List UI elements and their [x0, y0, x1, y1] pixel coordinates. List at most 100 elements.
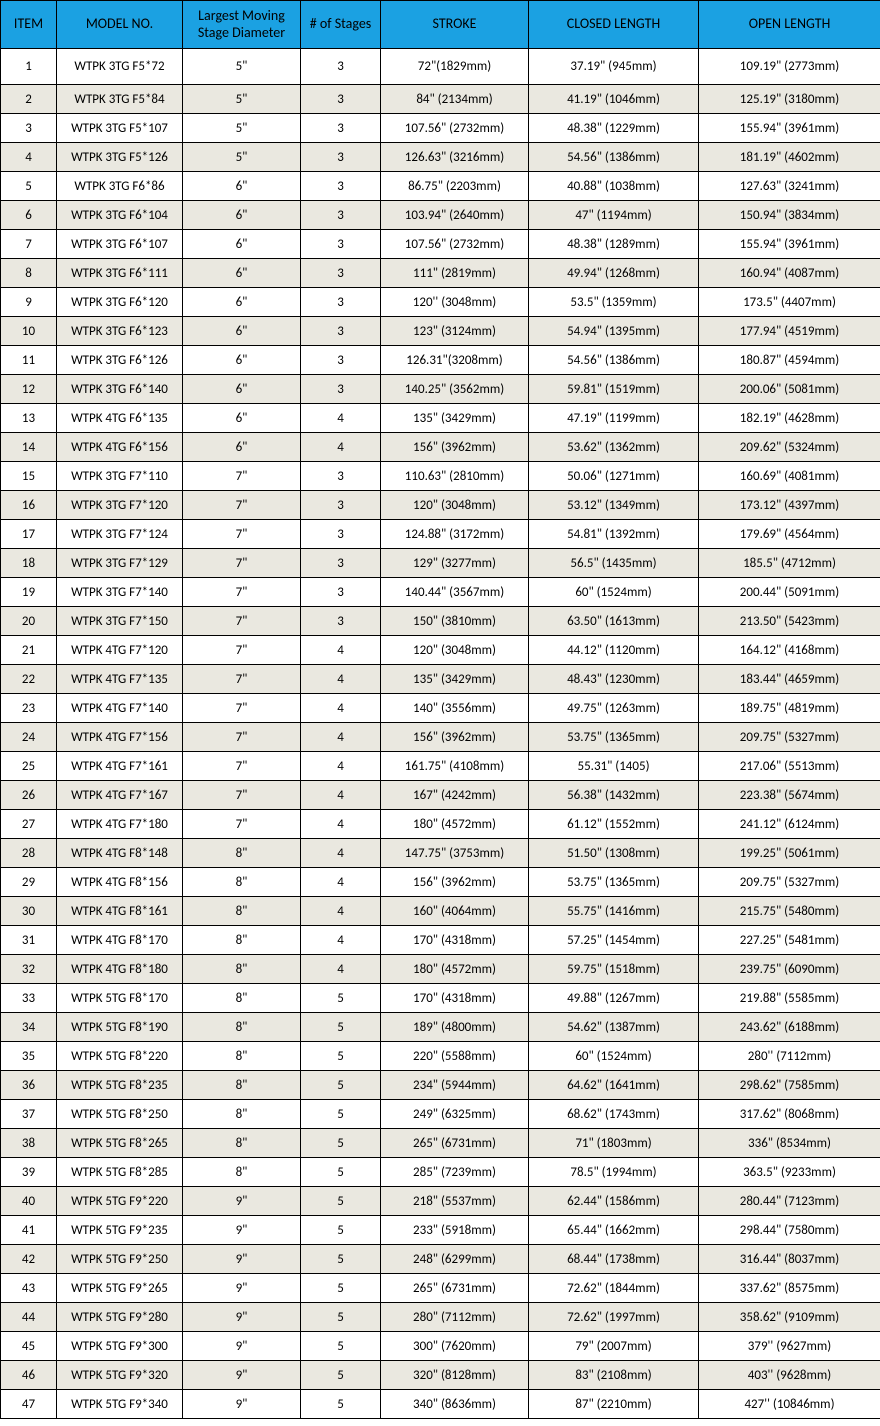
- table-row: 15WTPK 3TG F7*1107"3110.63" (2810mm)50.0…: [1, 462, 880, 491]
- cell-closed: 54.56" (1386mm): [529, 346, 699, 375]
- cell-item: 16: [1, 491, 57, 520]
- cell-stroke: 86.75" (2203mm): [381, 172, 529, 201]
- cell-item: 36: [1, 1071, 57, 1100]
- cell-model: WTPK 4TG F7*135: [57, 665, 183, 694]
- cell-item: 1: [1, 49, 57, 85]
- cell-model: WTPK 5TG F9*235: [57, 1216, 183, 1245]
- cell-closed: 57.25" (1454mm): [529, 926, 699, 955]
- cell-diam: 6": [183, 172, 301, 201]
- cell-model: WTPK 5TG F8*235: [57, 1071, 183, 1100]
- cell-stroke: 249" (6325mm): [381, 1100, 529, 1129]
- cell-stroke: 107.56" (2732mm): [381, 114, 529, 143]
- cell-open: 209.75" (5327mm): [699, 868, 880, 897]
- cell-closed: 56.38" (1432mm): [529, 781, 699, 810]
- table-row: 27WTPK 4TG F7*1807"4180" (4572mm)61.12" …: [1, 810, 880, 839]
- cell-diam: 8": [183, 868, 301, 897]
- cell-diam: 8": [183, 897, 301, 926]
- cell-stages: 3: [301, 549, 381, 578]
- cell-closed: 79" (2007mm): [529, 1332, 699, 1361]
- cell-item: 42: [1, 1245, 57, 1274]
- table-row: 36WTPK 5TG F8*2358"5234" (5944mm)64.62" …: [1, 1071, 880, 1100]
- cell-stroke: 189" (4800mm): [381, 1013, 529, 1042]
- cell-stages: 5: [301, 1216, 381, 1245]
- cell-stages: 4: [301, 665, 381, 694]
- cell-closed: 41.19" (1046mm): [529, 85, 699, 114]
- cell-open: 183.44" (4659mm): [699, 665, 880, 694]
- cell-stages: 5: [301, 1071, 381, 1100]
- spec-table: ITEM MODEL NO. Largest Moving Stage Diam…: [0, 0, 880, 1419]
- col-header-model: MODEL NO.: [57, 1, 183, 49]
- table-row: 32WTPK 4TG F8*1808"4180" (4572mm)59.75" …: [1, 955, 880, 984]
- cell-model: WTPK 4TG F8*180: [57, 955, 183, 984]
- cell-diam: 7": [183, 636, 301, 665]
- cell-diam: 9": [183, 1361, 301, 1390]
- table-row: 8WTPK 3TG F6*1116"3111" (2819mm)49.94" (…: [1, 259, 880, 288]
- cell-stroke: 140.44" (3567mm): [381, 578, 529, 607]
- cell-stroke: 300" (7620mm): [381, 1332, 529, 1361]
- cell-stroke: 161.75" (4108mm): [381, 752, 529, 781]
- cell-diam: 9": [183, 1274, 301, 1303]
- cell-stages: 5: [301, 1187, 381, 1216]
- cell-model: WTPK 3TG F6*104: [57, 201, 183, 230]
- table-row: 18WTPK 3TG F7*1297"3129" (3277mm)56.5" (…: [1, 549, 880, 578]
- cell-item: 26: [1, 781, 57, 810]
- cell-diam: 6": [183, 346, 301, 375]
- cell-item: 41: [1, 1216, 57, 1245]
- cell-stages: 5: [301, 1303, 381, 1332]
- table-row: 25WTPK 4TG F7*1617"4161.75" (4108mm)55.3…: [1, 752, 880, 781]
- cell-open: 173.5" (4407mm): [699, 288, 880, 317]
- cell-model: WTPK 3TG F5*84: [57, 85, 183, 114]
- cell-stages: 3: [301, 288, 381, 317]
- cell-open: 298.62" (7585mm): [699, 1071, 880, 1100]
- cell-diam: 9": [183, 1187, 301, 1216]
- cell-item: 18: [1, 549, 57, 578]
- cell-stroke: 84" (2134mm): [381, 85, 529, 114]
- cell-open: 177.94" (4519mm): [699, 317, 880, 346]
- cell-stages: 4: [301, 868, 381, 897]
- cell-open: 213.50" (5423mm): [699, 607, 880, 636]
- cell-diam: 9": [183, 1245, 301, 1274]
- cell-closed: 87" (2210mm): [529, 1390, 699, 1419]
- cell-closed: 54.94" (1395mm): [529, 317, 699, 346]
- cell-diam: 8": [183, 955, 301, 984]
- cell-model: WTPK 5TG F8*265: [57, 1129, 183, 1158]
- cell-stroke: 167" (4242mm): [381, 781, 529, 810]
- cell-closed: 78.5" (1994mm): [529, 1158, 699, 1187]
- cell-item: 28: [1, 839, 57, 868]
- cell-diam: 7": [183, 607, 301, 636]
- cell-open: 164.12" (4168mm): [699, 636, 880, 665]
- table-row: 37WTPK 5TG F8*2508"5249" (6325mm)68.62" …: [1, 1100, 880, 1129]
- table-row: 10WTPK 3TG F6*1236"3123" (3124mm)54.94" …: [1, 317, 880, 346]
- cell-item: 35: [1, 1042, 57, 1071]
- table-row: 22WTPK 4TG F7*1357"4135" (3429mm)48.43" …: [1, 665, 880, 694]
- table-header: ITEM MODEL NO. Largest Moving Stage Diam…: [1, 1, 880, 49]
- cell-diam: 6": [183, 317, 301, 346]
- cell-closed: 44.12" (1120mm): [529, 636, 699, 665]
- table-row: 39WTPK 5TG F8*2858"5285" (7239mm)78.5" (…: [1, 1158, 880, 1187]
- cell-item: 10: [1, 317, 57, 346]
- cell-diam: 6": [183, 433, 301, 462]
- cell-stages: 3: [301, 172, 381, 201]
- cell-model: WTPK 3TG F7*124: [57, 520, 183, 549]
- cell-item: 45: [1, 1332, 57, 1361]
- cell-stages: 5: [301, 1129, 381, 1158]
- cell-stages: 5: [301, 1158, 381, 1187]
- cell-model: WTPK 4TG F7*120: [57, 636, 183, 665]
- cell-diam: 9": [183, 1216, 301, 1245]
- cell-stroke: 180" (4572mm): [381, 955, 529, 984]
- cell-stages: 3: [301, 462, 381, 491]
- cell-closed: 56.5" (1435mm): [529, 549, 699, 578]
- cell-stroke: 140.25" (3562mm): [381, 375, 529, 404]
- cell-open: 125.19" (3180mm): [699, 85, 880, 114]
- cell-closed: 65.44" (1662mm): [529, 1216, 699, 1245]
- cell-stroke: 156" (3962mm): [381, 723, 529, 752]
- cell-model: WTPK 5TG F9*340: [57, 1390, 183, 1419]
- cell-diam: 6": [183, 201, 301, 230]
- cell-open: 160.94" (4087mm): [699, 259, 880, 288]
- cell-stages: 4: [301, 636, 381, 665]
- table-row: 40WTPK 5TG F9*2209"5218" (5537mm)62.44" …: [1, 1187, 880, 1216]
- cell-closed: 47" (1194mm): [529, 201, 699, 230]
- cell-item: 4: [1, 143, 57, 172]
- cell-open: 185.5" (4712mm): [699, 549, 880, 578]
- cell-stroke: 248" (6299mm): [381, 1245, 529, 1274]
